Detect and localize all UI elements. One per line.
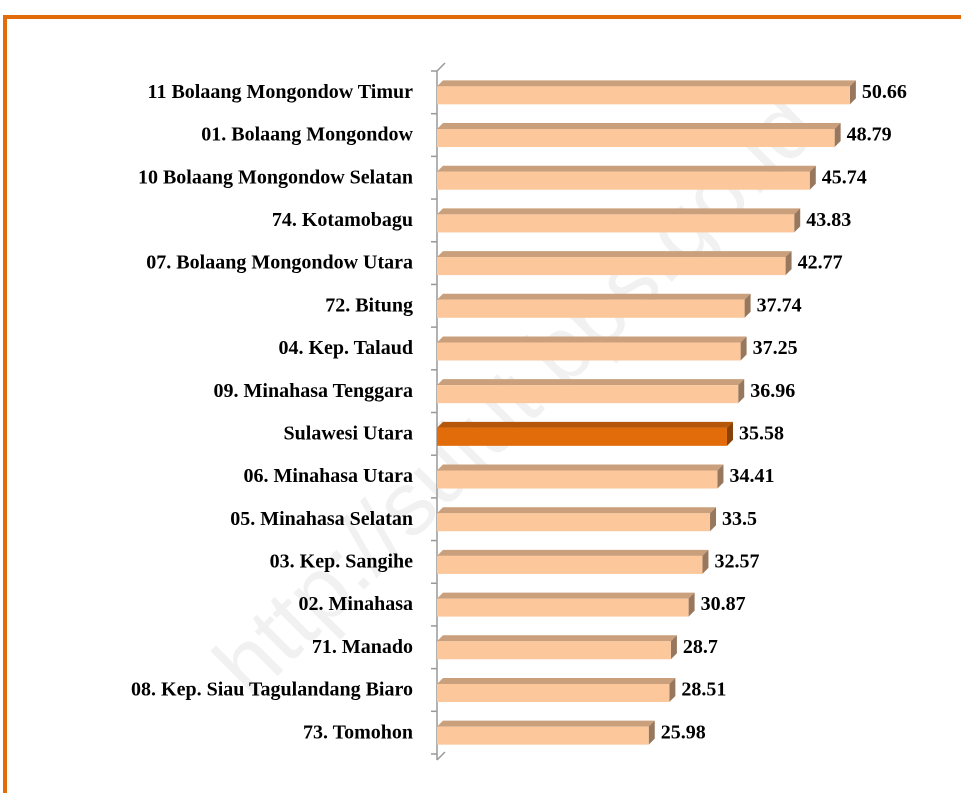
y-tick-label: 03. Kep. Sangihe [270, 551, 413, 573]
bar-top [437, 592, 695, 599]
bar [437, 257, 786, 276]
bar-top [437, 635, 677, 642]
bar-side [834, 123, 841, 148]
bar-top [437, 549, 709, 556]
bar [437, 470, 718, 489]
bar [437, 726, 649, 745]
bar-side [849, 80, 856, 105]
value-label: 32.57 [714, 551, 759, 573]
bar-side [794, 208, 801, 233]
y-tick-label: 11 Bolaang Mongondow Timur [148, 81, 414, 103]
bar [437, 513, 711, 532]
value-label: 42.77 [798, 252, 843, 274]
value-label: 45.74 [822, 166, 867, 188]
value-label: 48.79 [847, 124, 892, 146]
bar-side [702, 549, 709, 574]
value-label: 25.98 [661, 721, 706, 743]
y-tick-label: 72. Bitung [325, 294, 413, 316]
bar-top [437, 379, 745, 386]
bar [437, 555, 703, 574]
bar-top [437, 80, 856, 87]
bar-top [437, 720, 655, 727]
bar-side [809, 165, 816, 190]
bar [437, 683, 670, 702]
y-tick-label: Sulawesi Utara [284, 422, 413, 444]
y-tick-label: 04. Kep. Talaud [278, 337, 413, 359]
bar-side [726, 421, 733, 446]
value-label: 43.83 [806, 209, 851, 231]
value-label: 36.96 [750, 380, 795, 402]
y-tick-label: 74. Kotamobagu [272, 209, 413, 231]
bar-side [785, 251, 792, 276]
bar-side [740, 336, 747, 361]
y-tick-label: 09. Minahasa Tenggara [214, 380, 413, 402]
bar [437, 299, 745, 318]
value-label: 28.51 [681, 679, 726, 701]
y-axis-depth [436, 62, 446, 72]
value-label: 28.7 [683, 636, 718, 658]
y-tick-label: 73. Tomohon [303, 721, 413, 743]
bar-side [744, 293, 751, 318]
value-label: 37.25 [753, 337, 798, 359]
value-label: 33.5 [722, 508, 757, 530]
bar [437, 214, 795, 233]
bar [437, 129, 835, 148]
bar-top [437, 464, 724, 471]
y-axis-depth [436, 751, 446, 761]
bar [437, 598, 689, 617]
bar [437, 342, 741, 361]
value-label: 35.58 [739, 422, 784, 444]
bar-top [437, 507, 717, 514]
y-tick-label: 08. Kep. Siau Tagulandang Biaro [131, 679, 413, 701]
bar-side [670, 635, 677, 660]
value-label: 30.87 [701, 593, 746, 615]
value-label: 50.66 [862, 81, 907, 103]
bar-top [437, 165, 816, 172]
bar-side [648, 720, 655, 745]
bar-top [437, 251, 792, 258]
bar-side [669, 677, 676, 702]
bar-side [688, 592, 695, 617]
bar-top [437, 208, 801, 215]
bar [437, 171, 810, 190]
y-tick-label: 71. Manado [312, 636, 413, 658]
value-label: 37.74 [757, 294, 802, 316]
bar [437, 641, 671, 660]
bar-side [710, 507, 717, 532]
bar-side [738, 379, 745, 404]
value-label: 34.41 [729, 465, 774, 487]
bar-top [437, 336, 747, 343]
bar-top [437, 123, 841, 130]
bar-side [717, 464, 724, 489]
bar-top [437, 677, 676, 684]
y-tick-label: 06. Minahasa Utara [244, 465, 413, 487]
bar [437, 427, 727, 446]
bar [437, 86, 850, 105]
y-tick-label: 05. Minahasa Selatan [230, 508, 413, 530]
bar [437, 385, 739, 404]
y-tick-label: 07. Bolaang Mongondow Utara [146, 252, 413, 274]
y-tick-label: 02. Minahasa [299, 593, 413, 615]
bar-top [437, 293, 751, 300]
y-tick-label: 10 Bolaang Mongondow Selatan [138, 166, 413, 188]
y-tick-label: 01. Bolaang Mongondow [201, 124, 413, 146]
bar-top [437, 421, 733, 428]
